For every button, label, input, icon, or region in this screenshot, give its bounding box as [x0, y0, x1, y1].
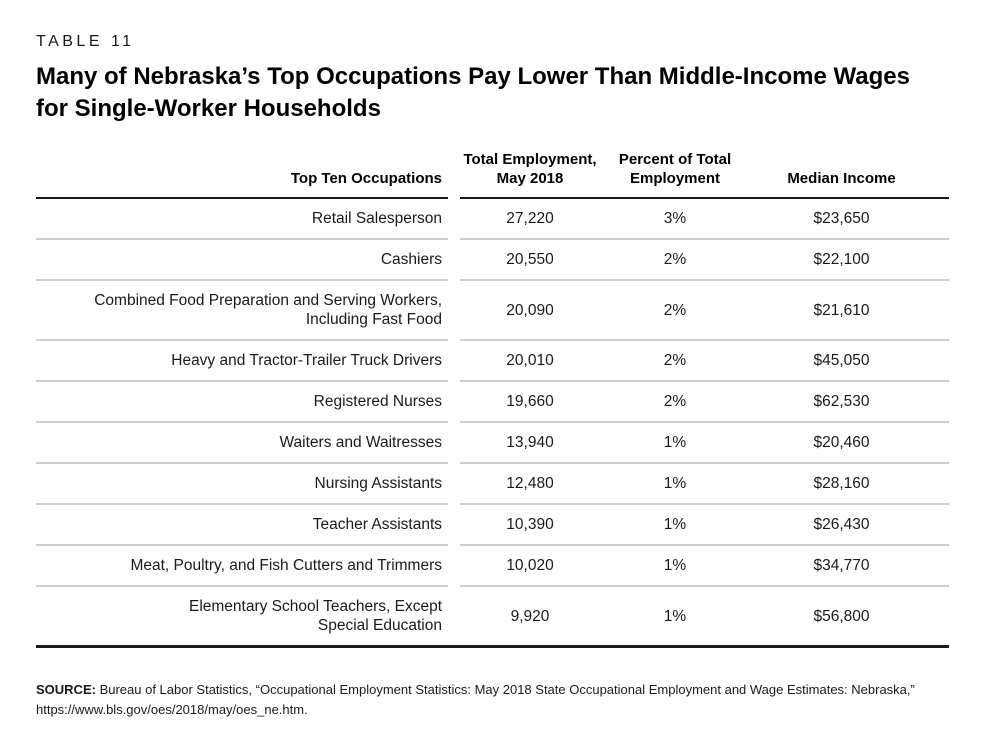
median-income-cell: $22,100 — [750, 239, 949, 282]
occupation-cell: Meat, Poultry, and Fish Cutters and Trim… — [36, 545, 448, 588]
occupation-cell: Heavy and Tractor-Trailer Truck Drivers — [36, 340, 448, 383]
source-note: SOURCE: Bureau of Labor Statistics, “Occ… — [36, 680, 952, 719]
header-percent-of-total: Percent of Total Employment — [600, 150, 750, 200]
occupation-cell: Retail Salesperson — [36, 198, 448, 241]
table-row: Teacher Assistants 10,390 1% $26,430 — [36, 504, 949, 547]
source-label: SOURCE: — [36, 682, 96, 698]
percent-cell: 2% — [600, 381, 750, 424]
occupation-cell: Elementary School Teachers, Except Speci… — [36, 586, 448, 649]
table-row: Registered Nurses 19,660 2% $62,530 — [36, 381, 949, 424]
occupations-table-body: Retail Salesperson 27,220 3% $23,650 Cashier… — [36, 198, 949, 649]
median-income-cell: $45,050 — [750, 340, 949, 383]
employment-cell: 19,660 — [460, 381, 600, 424]
column-gap-cell — [448, 280, 460, 340]
header-total-employment: Total Employment, May 2018 — [460, 150, 600, 200]
occupation-cell: Waiters and Waitresses — [36, 422, 448, 465]
table-title-line-1: Many of Nebraska’s Top Occupations Pay L… — [36, 63, 910, 90]
employment-cell: 20,010 — [460, 340, 600, 383]
occupation-cell: Registered Nurses — [36, 381, 448, 424]
table-row: Meat, Poultry, and Fish Cutters and Trim… — [36, 545, 949, 588]
table-row: Combined Food Preparation and Serving Wo… — [36, 280, 949, 342]
percent-cell: 2% — [600, 239, 750, 282]
header-top-ten-occupations: Top Ten Occupations — [36, 150, 448, 200]
column-gap-cell — [448, 340, 460, 381]
table-label: TABLE 11 — [36, 33, 135, 50]
percent-cell: 1% — [600, 545, 750, 588]
column-gap-cell — [448, 422, 460, 463]
percent-cell: 1% — [600, 463, 750, 506]
percent-cell: 1% — [600, 586, 750, 649]
median-income-cell: $34,770 — [750, 545, 949, 588]
occupations-table: Top Ten Occupations Total Employment, Ma… — [36, 150, 949, 649]
employment-cell: 12,480 — [460, 463, 600, 506]
table-title-line-2: for Single-Worker Households — [36, 94, 381, 122]
table-row: Heavy and Tractor-Trailer Truck Drivers 2… — [36, 340, 949, 383]
median-income-cell: $28,160 — [750, 463, 949, 506]
occupation-cell: Cashiers — [36, 239, 448, 282]
table-row: Retail Salesperson 27,220 3% $23,650 — [36, 198, 949, 241]
employment-cell: 9,920 — [460, 586, 600, 649]
percent-cell: 2% — [600, 280, 750, 342]
occupation-cell: Teacher Assistants — [36, 504, 448, 547]
table-row: Elementary School Teachers, Except Speci… — [36, 586, 949, 649]
column-gap-cell — [448, 239, 460, 280]
percent-cell: 3% — [600, 198, 750, 241]
column-gap-cell — [448, 198, 460, 239]
column-gap-cell — [448, 586, 460, 649]
employment-cell: 27,220 — [460, 198, 600, 241]
column-gap-cell — [448, 545, 460, 586]
median-income-cell: $21,610 — [750, 280, 949, 342]
employment-cell: 20,090 — [460, 280, 600, 342]
column-gap-cell — [448, 381, 460, 422]
column-gap-cell — [448, 463, 460, 504]
table-title: Many of Nebraska’s Top Occupations Pay L… — [36, 61, 1000, 124]
table-row: Waiters and Waitresses 13,940 1% $20,460 — [36, 422, 949, 465]
occupation-cell: Combined Food Preparation and Serving Wo… — [36, 280, 448, 342]
employment-cell: 20,550 — [460, 239, 600, 282]
median-income-cell: $20,460 — [750, 422, 949, 465]
employment-cell: 10,390 — [460, 504, 600, 547]
median-income-cell: $26,430 — [750, 504, 949, 547]
percent-cell: 2% — [600, 340, 750, 383]
source-text: Bureau of Labor Statistics, “Occupationa… — [36, 682, 915, 717]
header-column-gap — [448, 150, 460, 198]
percent-cell: 1% — [600, 422, 750, 465]
median-income-cell: $23,650 — [750, 198, 949, 241]
occupations-table-header: Top Ten Occupations Total Employment, Ma… — [36, 150, 949, 200]
occupation-cell: Nursing Assistants — [36, 463, 448, 506]
median-income-cell: $56,800 — [750, 586, 949, 649]
median-income-cell: $62,530 — [750, 381, 949, 424]
table-row: Nursing Assistants 12,480 1% $28,160 — [36, 463, 949, 506]
table-row: Cashiers 20,550 2% $22,100 — [36, 239, 949, 282]
employment-cell: 13,940 — [460, 422, 600, 465]
column-gap-cell — [448, 504, 460, 545]
header-median-income: Median Income — [750, 150, 949, 200]
header-row: Top Ten Occupations Total Employment, Ma… — [36, 150, 949, 200]
employment-cell: 10,020 — [460, 545, 600, 588]
percent-cell: 1% — [600, 504, 750, 547]
